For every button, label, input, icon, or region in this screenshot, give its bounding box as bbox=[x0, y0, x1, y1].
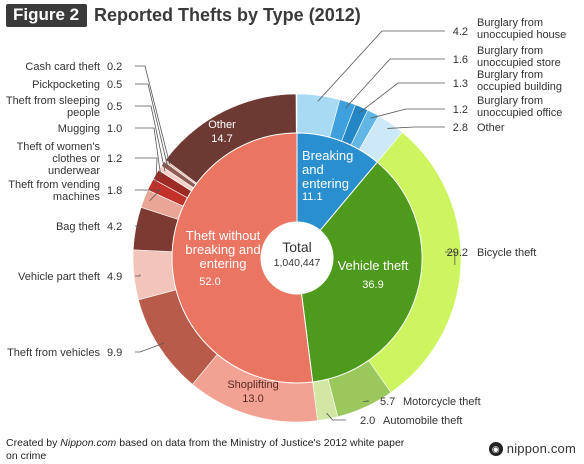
logo-text: nippon.com bbox=[506, 441, 576, 456]
outer-label-burglary-from-unoccupied-store-1: Burglary from unoccupied store bbox=[477, 45, 561, 69]
figure-header: Figure 2 Reported Thefts by Type (2012) bbox=[0, 0, 584, 30]
outer-value-motorcycle-theft-6: 5.7 bbox=[380, 396, 395, 408]
outer-label-vehicle-part-theft-10: Vehicle part theft bbox=[18, 271, 100, 283]
outer-value-automobile-theft-7: 2.0 bbox=[360, 415, 375, 427]
leader-burglary-from-unoccupied-office-3 bbox=[370, 108, 445, 119]
leader-theft-of-women-s-clothes-or-underwear-13 bbox=[135, 157, 158, 188]
outer-value-theft-from-vehicles-9: 9.9 bbox=[107, 347, 122, 359]
outer-label-theft-from-vehicles-9: Theft from vehicles bbox=[7, 347, 100, 359]
logo-icon: ◉ bbox=[488, 442, 503, 456]
leader-burglary-from-occupied-building-2 bbox=[359, 82, 445, 114]
outer-label-bag-theft-11: Bag theft bbox=[56, 221, 100, 233]
source-note: Created by Nippon.com based on data from… bbox=[6, 437, 406, 463]
leader-automobile-theft-7 bbox=[326, 412, 346, 421]
center-label: Total bbox=[282, 239, 312, 255]
outer-label-bicycle-theft-5: Bicycle theft bbox=[477, 247, 536, 259]
outer-label-other-18: Other bbox=[208, 119, 236, 131]
inner-label-vehicle-theft: Vehicle theft bbox=[338, 258, 409, 273]
source-suffix: based on data from the Ministry of Justi… bbox=[6, 437, 405, 462]
source-brand: Nippon.com bbox=[60, 437, 117, 449]
figure-badge: Figure 2 bbox=[6, 4, 88, 27]
outer-label-burglary-from-occupied-building-2: Burglary from occupied building bbox=[477, 69, 562, 93]
outer-value-burglary-from-unoccupied-store-1: 1.6 bbox=[453, 54, 468, 66]
inner-label-theft-without-breaking-and-entering: Theft without breaking and entering bbox=[185, 228, 260, 271]
outer-label-theft-of-women-s-clothes-or-underwear-13: Theft of women's clothes or underwear bbox=[17, 141, 101, 177]
leader-cash-card-theft-17 bbox=[135, 65, 171, 165]
leader-burglary-from-unoccupied-store-1 bbox=[345, 58, 445, 109]
inner-ring bbox=[171, 132, 423, 384]
outer-value-burglary-from-unoccupied-house-0: 4.2 bbox=[453, 26, 468, 38]
inner-value-theft-without-breaking-and-entering: 52.0 bbox=[199, 276, 220, 288]
leader-vehicle-part-theft-10 bbox=[135, 274, 141, 277]
outer-ring bbox=[132, 93, 462, 423]
outer-value-bag-theft-11: 4.2 bbox=[107, 221, 122, 233]
outer-value-cash-card-theft-17: 0.2 bbox=[107, 61, 122, 73]
outer-value-shoplifting-8: 13.0 bbox=[242, 393, 263, 405]
outer-value-theft-from-vending-machines-12: 1.8 bbox=[107, 185, 122, 197]
outer-label-automobile-theft-7: Automobile theft bbox=[383, 415, 463, 427]
leader-bicycle-theft-5 bbox=[445, 251, 456, 265]
outer-label-shoplifting-8: Shoplifting bbox=[227, 379, 278, 391]
leader-motorcycle-theft-6 bbox=[362, 400, 369, 402]
leader-theft-from-sleeping-people-15 bbox=[135, 105, 166, 172]
outer-value-vehicle-part-theft-10: 4.9 bbox=[107, 271, 122, 283]
chart-title: Reported Thefts by Type (2012) bbox=[94, 5, 361, 25]
leader-mugging-14 bbox=[135, 127, 162, 178]
center-hole bbox=[261, 222, 333, 294]
outer-value-theft-from-sleeping-people-15: 0.5 bbox=[107, 101, 122, 113]
outer-value-bicycle-theft-5: 29.2 bbox=[447, 247, 468, 259]
outer-label-mugging-14: Mugging bbox=[58, 123, 100, 135]
leader-theft-from-vehicles-9 bbox=[135, 342, 165, 353]
leader-burglary-from-unoccupied-house-0 bbox=[317, 30, 445, 102]
outer-label-pickpocketing-16: Pickpocketing bbox=[32, 79, 100, 91]
outer-label-cash-card-theft-17: Cash card theft bbox=[25, 61, 100, 73]
source-prefix: Created by bbox=[6, 437, 61, 449]
inner-label-breaking-and-entering: Breaking and entering bbox=[302, 148, 353, 191]
outer-label-other-4: Other bbox=[477, 122, 505, 134]
outer-value-other-18: 14.7 bbox=[211, 133, 232, 145]
leader-bag-theft-11 bbox=[135, 225, 142, 230]
outer-label-burglary-from-unoccupied-house-0: Burglary from unoccupied house bbox=[477, 17, 566, 41]
leader-lines bbox=[135, 30, 456, 421]
inner-value-vehicle-theft: 36.9 bbox=[362, 279, 383, 291]
nippon-logo: ◉ nippon.com bbox=[488, 441, 576, 456]
outer-label-theft-from-sleeping-people-15: Theft from sleeping people bbox=[6, 95, 100, 119]
outer-value-other-4: 2.8 bbox=[453, 122, 468, 134]
outer-value-pickpocketing-16: 0.5 bbox=[107, 79, 122, 91]
outer-value-theft-of-women-s-clothes-or-underwear-13: 1.2 bbox=[107, 153, 122, 165]
leader-other-4 bbox=[387, 126, 445, 129]
outer-value-burglary-from-occupied-building-2: 1.3 bbox=[453, 78, 468, 90]
inner-value-breaking-and-entering: 11.1 bbox=[302, 191, 323, 203]
outer-value-mugging-14: 1.0 bbox=[107, 123, 122, 135]
outer-value-burglary-from-unoccupied-office-3: 1.2 bbox=[453, 104, 468, 116]
leader-theft-from-vending-machines-12 bbox=[135, 189, 161, 202]
outer-label-motorcycle-theft-6: Motorcycle theft bbox=[403, 396, 481, 408]
center-total: 1,040,447 bbox=[274, 257, 321, 269]
outer-label-burglary-from-unoccupied-office-3: Burglary from unoccupied office bbox=[477, 95, 562, 119]
leader-pickpocketing-16 bbox=[135, 83, 169, 168]
outer-label-theft-from-vending-machines-12: Theft from vending machines bbox=[8, 179, 100, 203]
